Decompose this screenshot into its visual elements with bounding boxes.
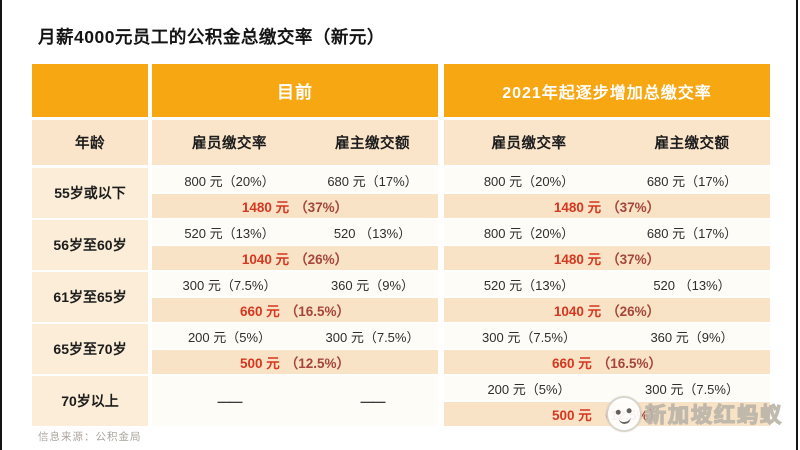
table-row: 55岁或以下 800 元（20%） 680 元（17%） 1480 元 （37%… [32,168,770,218]
future-employee-rate-cell: 800 元（20%） [483,225,575,241]
logo-eye-right [626,407,632,414]
future-employee-rate-cell: 300 元（7.5%） [482,329,576,345]
source-note: 信息来源：公积金局 [38,431,142,443]
future-total-cell: 1040 元 （26%） [444,298,770,322]
total-percent: （26%） [294,252,349,267]
current-employee-rate-cell: 800 元（20%） [184,173,275,189]
right-border-line [796,0,798,450]
table-row: 70岁以上 —— —— 200 元（5%） 300 元（7.5%） 500 元 … [32,376,770,426]
future-employer-amount-cell: 680 元（17%） [646,225,738,241]
future-employee-rate-cell: 520 元（13%） [483,277,575,293]
cpf-contribution-table: 目前 2021年起逐步增加总缴交率 年龄 雇员缴交率 雇主缴交额 雇员缴交率 雇… [32,64,770,428]
future-total-cell: 660 元 （16.5%） [444,350,770,374]
total-amount: 1040 元 [241,252,290,267]
total-percent: （37%） [294,200,349,215]
current-employer-amount-cell: 300 元（7.5%） [325,329,420,345]
current-total-cell: 1480 元 （37%） [152,194,438,218]
total-amount: 1040 元 [553,304,602,319]
group-header-future: 2021年起逐步增加总缴交率 [444,64,770,117]
column-header-future-employer-amount: 雇主缴交额 [614,120,770,165]
column-header-age: 年龄 [32,120,148,165]
column-header-row: 年龄 雇员缴交率 雇主缴交额 雇员缴交率 雇主缴交额 [32,120,770,165]
group-header-future-label: 2021年起逐步增加总缴交率 [502,84,712,102]
group-header-row: 目前 2021年起逐步增加总缴交率 [32,64,770,117]
age-cell: 70岁以上 [32,376,148,426]
future-employer-amount-cell: 360 元（9%） [650,329,734,345]
page-title: 月薪4000元员工的公积金总缴交率（新元） [38,27,385,47]
red-ant-logo-icon [603,393,645,435]
total-amount: 660 元 [551,356,592,371]
current-employee-rate-cell: 520 元（13%） [184,225,275,241]
current-employee-rate-cell-empty: —— [217,393,243,409]
total-percent: （26%） [606,304,661,319]
total-amount: 1480 元 [553,200,602,215]
column-header-current-employee-rate: 雇员缴交率 [152,120,307,165]
total-percent: （16.5%） [284,304,351,319]
current-total-cell: 500 元 （12.5%） [152,350,438,374]
table-row: 61岁至65岁 300 元（7.5%） 360 元（9%） 660 元 （16.… [32,272,770,322]
total-percent: （12.5%） [284,356,351,371]
total-amount: 500 元 [239,356,280,371]
logo-eye-left [615,409,622,416]
future-employer-amount-cell: 680 元（17%） [646,173,738,189]
age-cell: 61岁至65岁 [32,272,148,322]
current-employer-amount-cell: 360 元（9%） [330,277,415,293]
table-row: 56岁至60岁 520 元（13%） 520 （13%） 1040 元 （26%… [32,220,770,270]
column-header-current-employer-amount: 雇主缴交额 [307,120,438,165]
column-header-future-employee-rate: 雇员缴交率 [444,120,614,165]
future-employee-rate-cell: 800 元（20%） [483,173,575,189]
group-header-empty-cell [32,64,148,117]
total-percent: （37%） [606,252,661,267]
future-total-cell: 1480 元 （37%） [444,246,770,270]
total-amount: 500 元 [551,408,592,423]
left-border-line [0,0,2,450]
total-percent: （37%） [606,200,661,215]
age-cell: 56岁至60岁 [32,220,148,270]
table-row: 65岁至70岁 200 元（5%） 300 元（7.5%） 500 元 （12.… [32,324,770,374]
current-employee-rate-cell: 300 元（7.5%） [182,277,277,293]
current-employer-amount-cell-empty: —— [360,393,386,409]
future-total-cell: 1480 元 （37%） [444,194,770,218]
current-employer-amount-cell: 680 元（17%） [327,173,418,189]
group-header-current: 目前 [152,64,438,117]
total-percent: （16.5%） [596,356,663,371]
logo-mouth [618,415,632,425]
future-employer-amount-cell: 300 元（7.5%） [645,381,739,397]
future-employee-rate-cell: 200 元（5%） [487,381,571,397]
age-cell: 65岁至70岁 [32,324,148,374]
current-employer-amount-cell: 520 （13%） [333,225,412,241]
total-amount: 1480 元 [553,252,602,267]
age-cell: 55岁或以下 [32,168,148,218]
group-header-current-label: 目前 [277,83,313,102]
total-amount: 1480 元 [241,200,290,215]
future-employer-amount-cell: 520 （13%） [653,277,731,293]
total-amount: 660 元 [239,304,280,319]
current-total-cell: 1040 元 （26%） [152,246,438,270]
current-total-cell: 660 元 （16.5%） [152,298,438,322]
watermark-text: 新加坡红蚂蚁 [644,403,783,427]
watermark: 新加坡红蚂蚁 [603,393,783,435]
current-employee-rate-cell: 200 元（5%） [187,329,272,345]
